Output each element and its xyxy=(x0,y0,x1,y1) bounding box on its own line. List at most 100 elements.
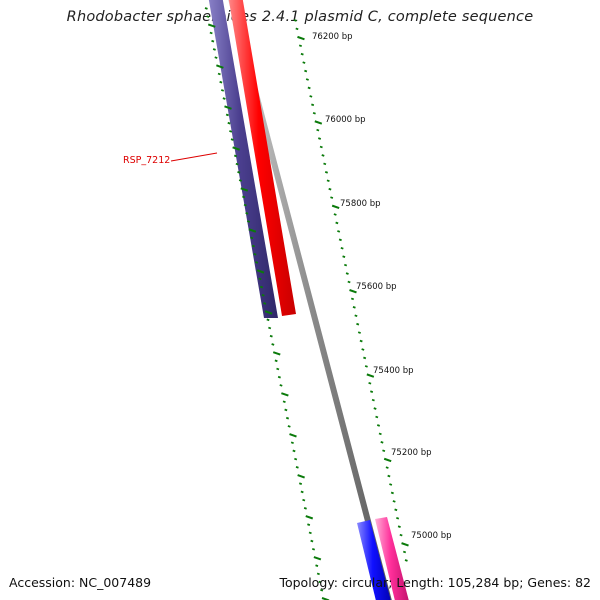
tick-label: 75800 bp xyxy=(340,199,381,209)
gene-red-feature[interactable] xyxy=(228,0,296,316)
gene-rsp7212-feature[interactable] xyxy=(208,0,278,318)
tick-mark xyxy=(212,48,216,51)
tick-mark xyxy=(297,474,305,479)
tick-label: 75000 bp xyxy=(411,531,452,541)
tick-mark xyxy=(321,154,325,157)
tick-mark xyxy=(259,285,264,289)
tick-mark xyxy=(330,196,334,199)
tick-mark xyxy=(307,86,311,90)
tick-mark xyxy=(235,162,239,166)
tick-mark xyxy=(323,162,327,166)
tick-mark xyxy=(331,204,340,210)
tick-mark xyxy=(324,171,329,174)
tick-mark xyxy=(284,408,288,412)
tick-mark xyxy=(251,244,255,248)
tick-mark xyxy=(350,297,355,301)
tick-mark xyxy=(363,356,367,360)
tick-mark xyxy=(387,474,391,478)
tick-mark xyxy=(383,457,392,463)
tick-mark xyxy=(321,597,330,600)
tick-mark xyxy=(300,490,304,494)
tick-mark xyxy=(390,491,394,495)
map-title: Rhodobacter sphaeroides 2.4.1 plasmid C,… xyxy=(66,9,534,25)
tick-label: 76000 bp xyxy=(325,115,366,125)
tick-mark xyxy=(230,138,234,141)
tick-mark xyxy=(287,425,291,428)
tick-mark xyxy=(397,525,401,528)
tick-mark xyxy=(399,533,403,537)
tick-label: 75400 bp xyxy=(373,366,414,376)
tick-mark xyxy=(237,171,241,174)
tick-mark xyxy=(305,515,314,520)
tick-mark xyxy=(294,457,298,461)
tick-mark xyxy=(311,103,315,107)
tick-mark xyxy=(211,39,215,43)
tick-mark xyxy=(298,44,303,48)
tick-mark xyxy=(295,466,299,469)
tick-mark xyxy=(204,7,208,10)
tick-mark xyxy=(342,255,346,258)
tick-mark xyxy=(216,64,224,69)
tick-mark xyxy=(316,128,320,132)
tick-mark xyxy=(356,322,360,326)
tick-mark xyxy=(240,187,249,192)
tick-mark xyxy=(311,547,316,551)
tick-mark xyxy=(305,78,309,81)
tick-mark xyxy=(217,72,221,76)
tick-mark xyxy=(209,31,213,35)
tick-mark xyxy=(219,80,223,84)
tick-mark xyxy=(347,280,351,284)
tick-layer: 76200 bp 76000 bp 75800 bp 75600 bp 75400 bp… xyxy=(123,7,452,600)
tick-mark xyxy=(227,121,231,125)
tick-mark xyxy=(276,367,280,371)
tick-mark xyxy=(238,179,242,182)
tick-mark xyxy=(233,154,238,158)
tick-mark xyxy=(225,113,229,117)
tick-mark xyxy=(295,27,299,31)
tick-mark xyxy=(335,221,339,225)
tick-mark xyxy=(261,293,265,297)
tick-mark xyxy=(404,559,408,562)
gene-blue-feature[interactable] xyxy=(357,520,392,600)
tick-mark xyxy=(290,441,294,445)
tick-mark xyxy=(401,542,409,547)
tick-mark xyxy=(285,416,290,420)
tick-mark xyxy=(357,331,361,334)
tick-mark xyxy=(245,212,249,215)
tick-mark xyxy=(302,61,306,64)
tick-mark xyxy=(396,516,400,520)
tick-mark xyxy=(309,95,313,98)
tick-mark xyxy=(313,556,322,561)
gene-label-rsp7212[interactable]: RSP_7212 xyxy=(123,155,170,166)
tick-mark xyxy=(314,120,323,125)
tick-mark xyxy=(380,441,384,444)
tick-mark xyxy=(242,195,246,199)
tick-mark xyxy=(297,35,305,41)
tick-mark xyxy=(243,203,247,207)
tick-mark xyxy=(274,359,278,363)
tick-mark xyxy=(315,564,319,567)
tick-mark xyxy=(255,261,259,264)
tick-mark xyxy=(371,398,375,402)
tick-mark xyxy=(333,213,337,216)
tick-mark xyxy=(302,498,306,502)
tick-mark xyxy=(317,137,322,140)
tick-mark xyxy=(338,238,342,242)
tick-mark xyxy=(366,373,375,378)
tick-mark xyxy=(220,89,225,92)
tick-mark xyxy=(307,523,311,526)
tick-mark xyxy=(318,580,322,584)
tick-mark xyxy=(385,466,389,469)
tick-mark xyxy=(269,334,273,338)
accession-text: Accession: NC_007489 xyxy=(9,575,152,590)
tick-label: 75600 bp xyxy=(356,282,397,292)
tick-mark xyxy=(266,318,270,322)
tick-mark xyxy=(375,415,379,419)
tick-mark xyxy=(310,539,314,543)
tick-mark xyxy=(268,326,272,330)
gene-pink-feature[interactable] xyxy=(375,517,410,600)
tick-mark xyxy=(289,433,297,438)
tick-mark xyxy=(279,384,283,387)
tick-mark xyxy=(224,105,232,110)
tick-mark xyxy=(312,111,316,115)
